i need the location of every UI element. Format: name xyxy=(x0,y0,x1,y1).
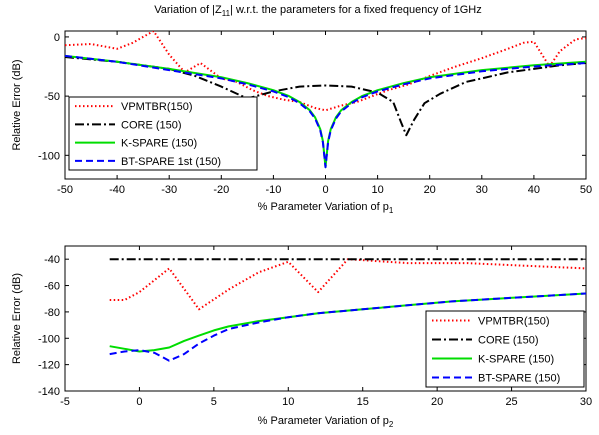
legend-label: CORE (150) xyxy=(121,119,182,131)
series-line xyxy=(109,292,586,353)
x-tick-label: -50 xyxy=(57,184,73,196)
x-tick-label: -40 xyxy=(109,184,125,196)
y-tick-label: -50 xyxy=(44,91,60,103)
x-tick-label: -5 xyxy=(60,396,70,408)
series-line xyxy=(65,56,586,137)
x-tick-label: -20 xyxy=(213,184,229,196)
x-tick-label: 20 xyxy=(431,396,443,408)
x-tick-label: 50 xyxy=(580,184,592,196)
y-tick-label: -80 xyxy=(44,307,60,319)
legend-label: VPMTBR(150) xyxy=(121,101,193,113)
x-tick-label: 20 xyxy=(424,184,436,196)
series-line xyxy=(65,31,586,112)
x-tick-label: 30 xyxy=(476,184,488,196)
y-tick-label: -140 xyxy=(38,386,60,398)
y-tick-label: -60 xyxy=(44,281,60,293)
x-tick-label: 10 xyxy=(282,396,294,408)
series-line xyxy=(109,292,586,362)
y-tick-label: -40 xyxy=(44,254,60,266)
x-tick-label: 15 xyxy=(357,396,369,408)
y-tick-label: 0 xyxy=(54,32,60,44)
y-tick-label: -100 xyxy=(38,150,60,162)
top-chart: -50 -40 -30 -20 -10 0 10 20 30 40 500-50-100Relati… xyxy=(11,30,592,215)
legend-label: CORE (150) xyxy=(478,335,539,347)
x-tick-label: 10 xyxy=(371,184,383,196)
x-tick-label: 40 xyxy=(528,184,540,196)
x-tick-label: -10 xyxy=(265,184,281,196)
x-tick-label: 5 xyxy=(211,396,217,408)
legend-box xyxy=(425,310,585,388)
y-axis-label: Relative Error (dB) xyxy=(11,59,23,150)
x-tick-label: 30 xyxy=(580,396,592,408)
figure-title: Variation of |Z11| w.r.t. the parameters… xyxy=(154,4,481,18)
legend-box xyxy=(68,96,258,171)
x-axis-label: % Parameter Variation of p1 xyxy=(258,201,394,215)
x-tick-label: 25 xyxy=(505,396,517,408)
y-tick-label: -100 xyxy=(38,333,60,345)
legend-label: BT-SPARE (150) xyxy=(478,373,560,385)
x-axis-label: % Parameter Variation of p2 xyxy=(258,415,394,429)
legend-label: K-SPARE (150) xyxy=(478,354,554,366)
y-tick-label: -120 xyxy=(38,360,60,372)
bottom-chart: -5 0 5 10 15 20 25 30 -40 -60 -80 -100 -120 -140 Relat… xyxy=(11,245,592,429)
legend-label: VPMTBR(150) xyxy=(478,316,550,328)
series-line xyxy=(65,54,586,169)
x-tick-label: -30 xyxy=(161,184,177,196)
x-tick-label: 0 xyxy=(136,396,142,408)
legend-label: K-SPARE (150) xyxy=(121,138,197,150)
legend-label: BT-SPARE 1st (150) xyxy=(121,156,221,168)
x-tick-label: 0 xyxy=(322,184,328,196)
y-axis-label: Relative Error (dB) xyxy=(11,273,23,364)
